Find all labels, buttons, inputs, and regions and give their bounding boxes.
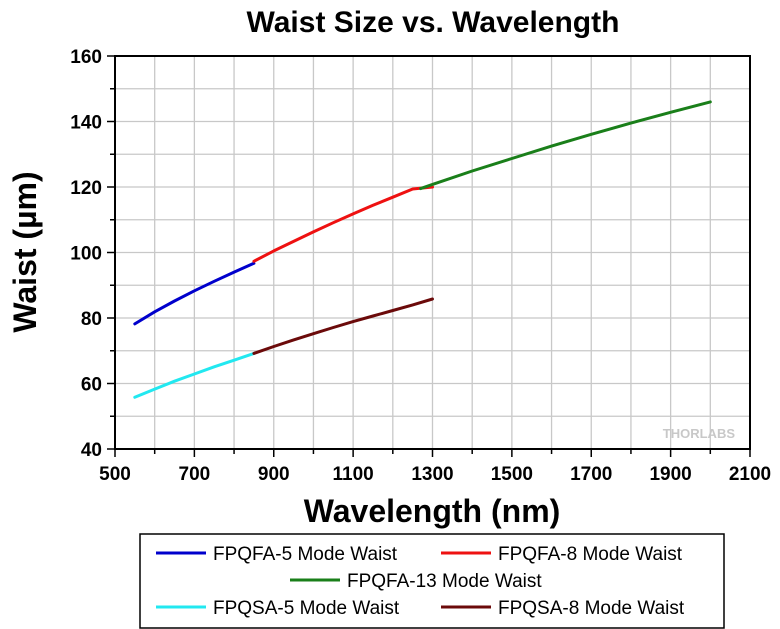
x-tick-label: 1300 (411, 464, 453, 485)
y-tick-label: 60 (81, 375, 102, 396)
series-line-fpqsa-5-mode-waist (133, 351, 256, 399)
y-tick-label: 40 (81, 440, 102, 461)
x-tick-label: 500 (99, 464, 131, 485)
x-tick-label: 1100 (333, 464, 374, 485)
legend: FPQFA-5 Mode Waist FPQFA-8 Mode Waist FPQF… (139, 533, 725, 629)
legend-label: FPQFA-8 Mode Waist (498, 544, 683, 565)
series-layer (133, 100, 712, 399)
x-tick-label: 700 (179, 464, 211, 485)
y-tick-label: 100 (70, 244, 102, 265)
x-tick-label: 1900 (649, 464, 691, 485)
legend-box (139, 533, 725, 629)
y-tick-label: 80 (81, 309, 102, 330)
x-tick-label: 900 (258, 464, 290, 485)
grid (115, 56, 750, 449)
series-line-fpqfa-13-mode-waist (419, 100, 712, 191)
series-line-fpqfa-5-mode-waist (133, 261, 256, 326)
x-tick-label: 2100 (729, 464, 771, 485)
legend-label: FPQSA-8 Mode Waist (498, 598, 685, 619)
axis-ticks: 500 700 900 1100 1300 1500 1700 1900 2100 40 60 80 1… (70, 47, 771, 485)
y-tick-label: 160 (70, 47, 102, 68)
legend-label: FPQFA-5 Mode Waist (213, 544, 398, 565)
chart-title: Waist Size vs. Wavelength (247, 6, 620, 39)
y-tick-label: 140 (70, 113, 102, 134)
y-tick-label: 120 (70, 178, 102, 199)
x-axis-label: Wavelength (nm) (304, 493, 561, 529)
series-line-fpqfa-8-mode-waist (252, 185, 434, 263)
thorlabs-watermark: THORLABS (663, 426, 736, 441)
legend-label: FPQFA-13 Mode Waist (347, 571, 542, 592)
x-tick-label: 1700 (570, 464, 612, 485)
series-line-fpqsa-8-mode-waist (252, 297, 434, 355)
legend-label: FPQSA-5 Mode Waist (213, 598, 400, 619)
x-tick-label: 1500 (491, 464, 533, 485)
y-axis-label: Waist (µm) (7, 171, 43, 332)
